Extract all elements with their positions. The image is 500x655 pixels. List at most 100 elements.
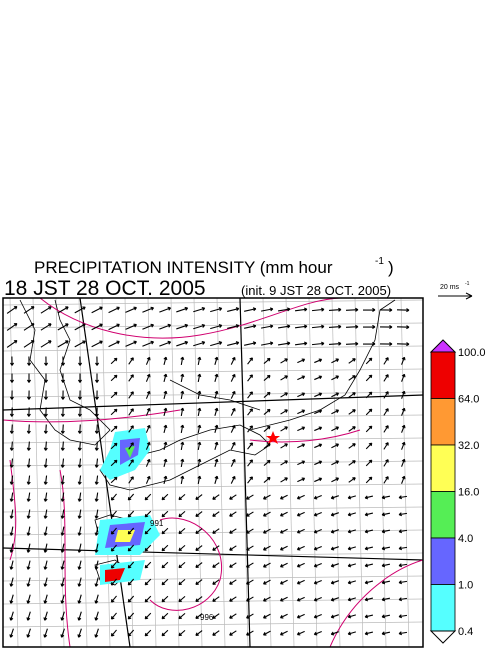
wind-arrow: [9, 611, 14, 621]
wind-arrow: [212, 613, 220, 619]
wind-arrow: [348, 477, 356, 483]
wind-arrow: [110, 595, 117, 603]
title: PRECIPITATION INTENSITY (mm hour: [34, 258, 333, 277]
wind-arrow: [163, 356, 168, 366]
wind-arrow: [398, 614, 408, 619]
wind-arrow: [311, 324, 325, 329]
wind-arrow: [178, 578, 186, 586]
location-star: [266, 431, 280, 444]
wind-arrow: [94, 543, 99, 553]
map: 991 996: [3, 298, 423, 647]
wind-arrow: [128, 476, 134, 484]
wind-arrow: [364, 546, 374, 551]
wind-arrow: [401, 424, 406, 433]
wind-arrow: [163, 424, 168, 434]
wind-arrow: [77, 441, 82, 451]
wind-arrow: [230, 373, 236, 382]
wind-arrow: [365, 357, 373, 365]
wind-arrow: [178, 629, 186, 637]
wind-arrow: [144, 544, 152, 552]
wind-arrow: [381, 580, 391, 585]
wind-arrow: [364, 614, 374, 619]
wind-arrow: [128, 459, 134, 467]
wind-arrow: [110, 442, 118, 450]
wind-arrow: [364, 631, 374, 636]
wind-arrow: [297, 409, 306, 415]
wind-arrow: [313, 529, 322, 534]
wind-arrow: [163, 373, 168, 383]
grid-line: [3, 414, 423, 421]
grid-line: [262, 298, 272, 647]
wind-arrow: [195, 511, 203, 518]
wind-arrow: [330, 614, 339, 619]
wind-arrow: [180, 424, 185, 434]
wind-arrow: [77, 543, 82, 553]
wind-arrow: [263, 528, 271, 534]
wind-arrow: [227, 324, 240, 329]
wind-arrow: [247, 391, 253, 399]
grid-line: [3, 345, 423, 352]
wind-arrow: [263, 442, 271, 450]
wind-arrow: [145, 407, 151, 416]
wind-arrow: [296, 494, 305, 500]
wind-arrow: [197, 475, 202, 485]
wind-arrow: [60, 373, 66, 383]
wind-arrow: [313, 614, 322, 619]
wind-arrow: [145, 441, 151, 450]
wind-arrow: [23, 306, 35, 314]
wind-arrow: [77, 475, 82, 485]
wind-arrow: [9, 577, 14, 587]
wind-arrow: [396, 342, 410, 347]
wind-arrow: [77, 594, 82, 604]
wind-arrow: [263, 562, 271, 568]
wind-arrow: [229, 630, 237, 636]
wind-arrow: [210, 324, 223, 330]
wind-arrow: [176, 306, 189, 313]
wind-arrow: [365, 374, 373, 382]
wind-arrow: [127, 595, 135, 603]
wind-arrow: [230, 424, 236, 433]
wind-arrow: [9, 492, 14, 502]
wind-arrow: [345, 307, 359, 312]
grid-line: [354, 298, 364, 647]
wind-arrow: [110, 544, 117, 552]
wind-arrow: [95, 356, 100, 366]
wind-arrow: [314, 460, 323, 466]
wind-arrow: [26, 475, 31, 485]
grid-line: [3, 460, 423, 467]
wind-arrow: [246, 630, 254, 636]
wind-arrow: [161, 527, 169, 535]
colorbar-label: 16.0: [458, 487, 479, 499]
wind-arrow: [247, 425, 253, 433]
wind-arrow: [294, 341, 308, 346]
wind-arrow: [229, 596, 237, 602]
wind-arrow: [9, 594, 14, 604]
wind-arrow: [161, 629, 169, 637]
wind-arrow: [348, 375, 356, 381]
wind-arrow: [161, 544, 169, 552]
wind-arrow: [279, 494, 288, 500]
wind-arrow: [381, 512, 391, 517]
wind-arrow: [180, 373, 185, 383]
wind-arrow: [229, 613, 237, 619]
wind-arrow: [43, 475, 48, 485]
contour-label: 991: [150, 519, 164, 528]
wind-arrow: [263, 374, 271, 382]
wind-arrow: [127, 544, 135, 552]
colorbar-cap: [429, 630, 457, 644]
wind-arrow: [379, 342, 393, 347]
wind-arrow: [330, 495, 339, 500]
wind-arrow: [127, 612, 135, 620]
wind-arrow: [247, 357, 253, 365]
wind-arrow: [280, 460, 288, 466]
wind-arrow: [347, 597, 356, 602]
wind-arrow: [296, 545, 305, 551]
wind-arrow: [77, 458, 82, 468]
wind-arrow: [365, 425, 373, 433]
wind-arrow: [142, 306, 154, 313]
wind-arrow: [247, 408, 253, 416]
wind-arrow: [261, 307, 274, 312]
wind-arrow: [383, 374, 389, 382]
wind-arrow: [161, 595, 169, 603]
wind-arrow: [279, 511, 288, 517]
